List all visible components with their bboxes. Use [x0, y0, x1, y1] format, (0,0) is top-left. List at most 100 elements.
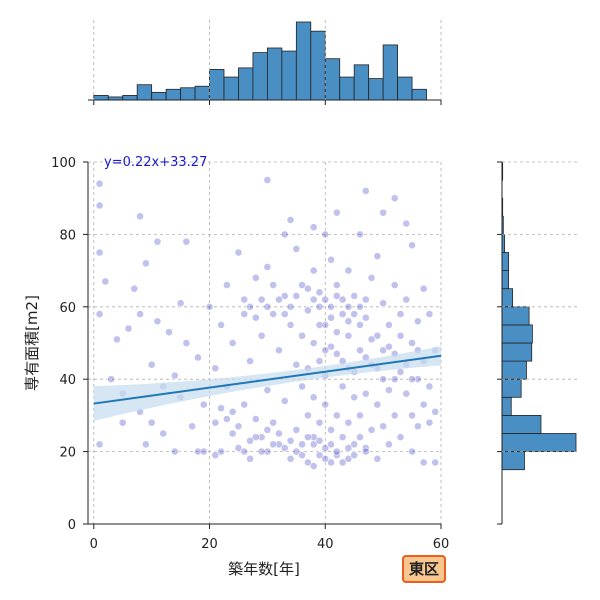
data-point	[327, 255, 335, 264]
data-point	[379, 422, 388, 431]
data-point	[263, 386, 272, 394]
x-histogram-bar	[368, 78, 384, 101]
x-histogram-bar	[209, 69, 225, 101]
data-point	[217, 320, 225, 329]
x-histogram-bar	[93, 95, 109, 101]
data-point	[217, 447, 225, 456]
y-tick-label: 100	[51, 156, 76, 171]
data-point	[95, 248, 104, 257]
y-histogram-bar	[501, 360, 527, 380]
data-point	[141, 440, 150, 449]
data-point	[101, 277, 110, 286]
data-point	[367, 273, 376, 282]
data-point	[309, 440, 318, 449]
data-point	[286, 454, 295, 463]
data-point	[217, 404, 225, 413]
data-point	[315, 357, 324, 365]
data-point	[385, 320, 393, 329]
data-point	[304, 306, 312, 315]
data-point	[408, 339, 416, 347]
data-point	[304, 411, 312, 420]
data-point	[338, 458, 347, 467]
data-point	[413, 317, 422, 326]
data-point	[240, 310, 249, 318]
x-histogram-bar	[266, 47, 283, 101]
data-point	[356, 320, 364, 329]
data-point	[321, 320, 330, 329]
data-point	[165, 328, 173, 337]
data-point	[153, 317, 162, 326]
x-histogram-bar	[382, 44, 398, 101]
x-histogram-bar	[151, 91, 167, 101]
data-point	[356, 302, 364, 311]
x-histogram-bar	[223, 76, 239, 101]
data-point	[338, 433, 347, 442]
data-point	[356, 433, 364, 442]
y-tick-label: 80	[59, 228, 76, 243]
data-point	[275, 295, 283, 304]
y-histogram-bar	[501, 288, 513, 308]
data-point	[315, 288, 324, 297]
data-point	[170, 371, 179, 380]
data-point	[344, 302, 353, 311]
data-point	[390, 194, 399, 203]
data-point	[263, 425, 272, 434]
data-point	[344, 444, 353, 452]
data-point	[251, 433, 260, 442]
data-point	[246, 454, 254, 463]
x-histogram-bar	[310, 30, 326, 101]
data-point	[344, 317, 353, 326]
data-point	[228, 339, 237, 347]
data-point	[338, 295, 347, 304]
x-axis-title: 築年数[年]	[228, 560, 300, 578]
data-point	[315, 451, 324, 460]
x-histogram-bar	[238, 67, 254, 101]
data-point	[228, 429, 237, 438]
data-point	[396, 433, 405, 442]
data-point	[275, 440, 283, 449]
data-point	[332, 447, 341, 456]
data-point	[280, 292, 289, 300]
data-point	[257, 433, 266, 442]
data-point	[390, 281, 399, 289]
data-point	[321, 230, 330, 239]
data-point	[298, 440, 307, 449]
data-point	[298, 382, 307, 391]
data-point	[315, 302, 324, 311]
data-point	[246, 357, 254, 365]
data-point	[211, 364, 220, 373]
data-point	[240, 447, 249, 456]
data-point	[170, 447, 179, 456]
data-point	[385, 386, 393, 394]
x-histogram-bar	[252, 52, 268, 101]
data-point	[240, 400, 249, 409]
data-point	[413, 375, 422, 384]
data-point	[402, 219, 411, 228]
data-point	[338, 382, 347, 391]
regression-equation-label: y=0.22x+33.27	[104, 155, 207, 170]
x-histogram-bar	[165, 88, 181, 101]
y-histogram-bar	[501, 342, 533, 362]
data-point	[379, 208, 388, 217]
data-point	[332, 208, 341, 217]
x-histogram-bar	[136, 84, 153, 101]
data-point	[298, 331, 307, 340]
data-point	[327, 313, 335, 322]
y-histogram-bar	[501, 451, 525, 471]
data-point	[344, 266, 353, 275]
y-histogram	[497, 161, 577, 525]
data-point	[246, 302, 254, 311]
x-histogram-bar	[339, 76, 355, 101]
x-histogram-bar	[295, 21, 312, 101]
data-point	[286, 302, 295, 311]
data-point	[205, 302, 214, 311]
data-point	[136, 310, 144, 318]
data-point	[321, 295, 330, 304]
data-point	[390, 411, 399, 420]
data-point	[280, 397, 289, 405]
regression-confidence-band	[93, 346, 442, 421]
data-point	[332, 281, 341, 289]
data-point	[408, 411, 416, 420]
data-point	[275, 346, 283, 355]
data-point	[113, 335, 121, 344]
